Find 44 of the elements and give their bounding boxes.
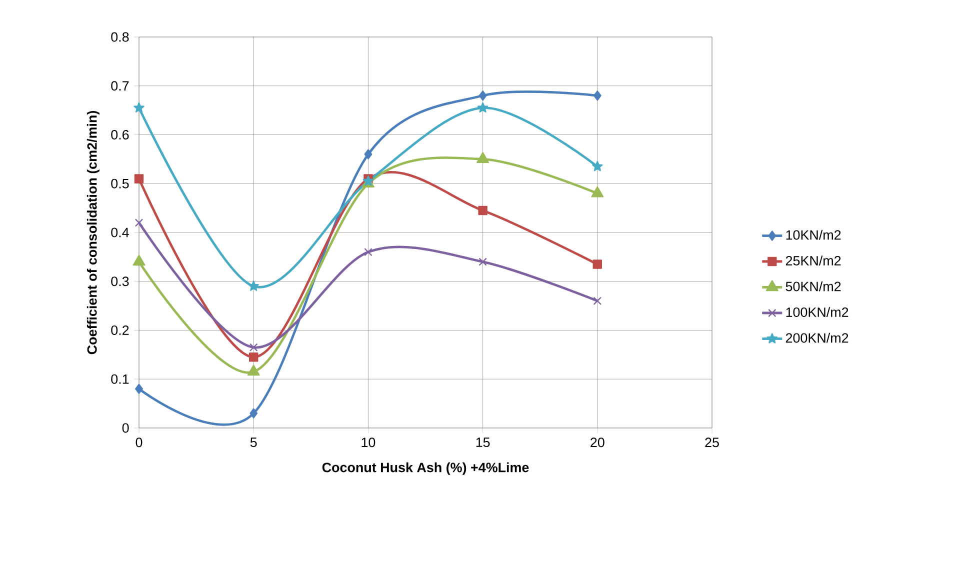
point (250, 408, 258, 418)
point (593, 90, 602, 101)
point (478, 258, 487, 266)
point (134, 218, 144, 227)
point (592, 260, 602, 269)
legend-label: 10KN/m2 (786, 230, 841, 240)
point (249, 343, 258, 352)
x-tick-label: 20 (590, 438, 604, 448)
point (478, 90, 487, 101)
point (247, 364, 260, 376)
y-tick-label: 0.6 (111, 130, 129, 140)
point (132, 254, 146, 266)
x-tick-label: 15 (476, 438, 490, 448)
point (592, 160, 603, 172)
x-tick-label: 5 (250, 438, 257, 448)
point (477, 102, 488, 113)
x-tick-label: 0 (136, 438, 142, 448)
legend-label: 200KN/m2 (786, 332, 848, 343)
point (249, 352, 258, 362)
y-tick-label: 0.7 (111, 81, 129, 91)
legend-label: 25KN/m2 (786, 256, 841, 266)
point (364, 149, 372, 160)
y-axis-title: Coefficient of consolidation (cm2/min) (86, 110, 100, 354)
x-axis-title: Coconut Husk Ash (%) +4%Lime (322, 462, 529, 475)
legend-label: 50KN/m2 (786, 281, 841, 292)
point (134, 174, 144, 184)
y-tick-label: 0.4 (111, 228, 129, 238)
point (478, 206, 488, 216)
point (135, 384, 143, 394)
point (593, 296, 602, 306)
point (248, 280, 259, 291)
y-tick-label: 0.1 (111, 374, 129, 384)
y-tick-label: 0 (122, 423, 129, 433)
x-tick-label: 10 (362, 438, 376, 448)
legend-label: 100KN/m2 (786, 307, 848, 317)
y-tick-label: 0.5 (111, 178, 129, 188)
y-tick-label: 0.2 (111, 325, 129, 335)
point (134, 102, 144, 113)
point (364, 248, 372, 256)
x-tick-label: 25 (705, 438, 719, 448)
y-tick-label: 0.8 (111, 32, 129, 42)
y-tick-label: 0.3 (111, 276, 129, 286)
point (591, 186, 604, 198)
point (476, 152, 490, 164)
